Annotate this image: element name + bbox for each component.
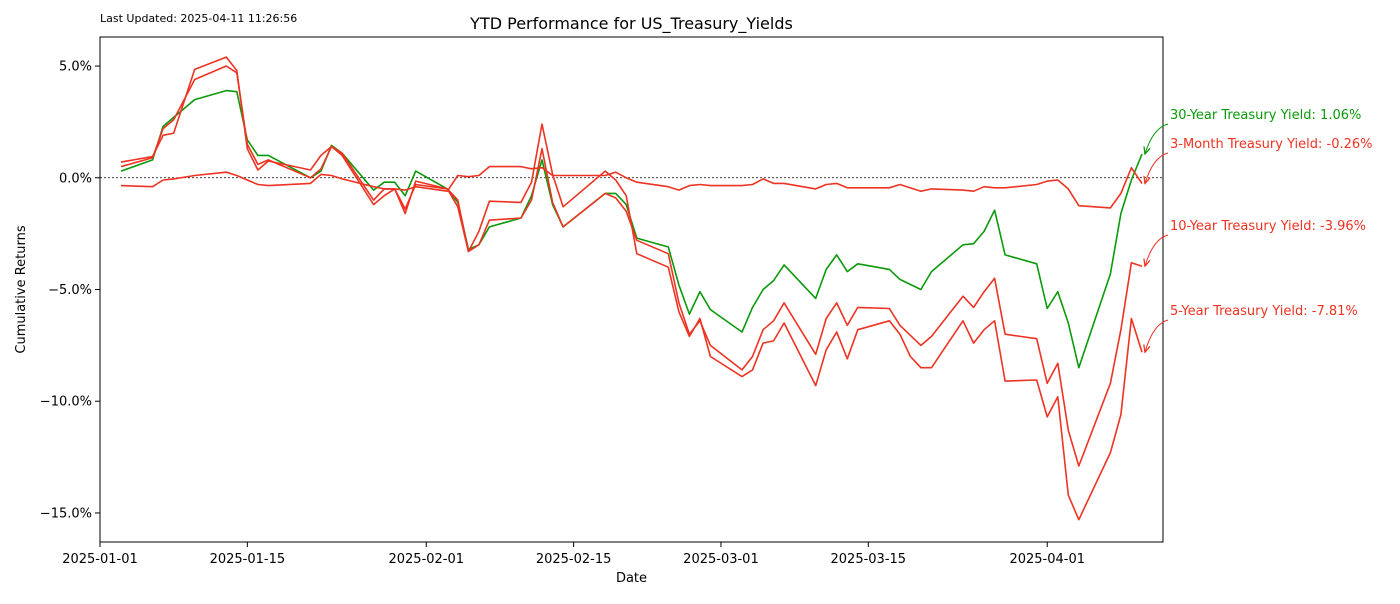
annotation-arrow bbox=[1145, 123, 1169, 154]
y-tick-label: −15.0% bbox=[40, 506, 92, 521]
plot-frame bbox=[99, 36, 1164, 543]
y-tick-label: −5.0% bbox=[48, 283, 92, 298]
annotation-arrow bbox=[1145, 152, 1169, 184]
x-tick-label: 2025-03-01 bbox=[683, 552, 759, 567]
series-line bbox=[120, 65, 1143, 467]
x-tick-label: 2025-02-01 bbox=[388, 552, 464, 567]
last-updated-text: Last Updated: 2025-04-11 11:26:56 bbox=[100, 12, 298, 25]
x-tick-label: 2025-01-15 bbox=[210, 552, 286, 567]
chart-title: YTD Performance for US_Treasury_Yields bbox=[469, 14, 793, 34]
series-line bbox=[120, 165, 1143, 209]
series-line bbox=[120, 89, 1143, 369]
series-lines bbox=[120, 56, 1143, 521]
x-tick-label: 2025-03-15 bbox=[831, 552, 907, 567]
y-axis-label: Cumulative Returns bbox=[14, 225, 29, 353]
y-tick-label: 0.0% bbox=[59, 171, 92, 186]
series-line bbox=[120, 56, 1143, 521]
y-tick-label: 5.0% bbox=[59, 60, 92, 75]
series-end-label: 30-Year Treasury Yield: 1.06% bbox=[1170, 108, 1361, 123]
y-tick-label: −10.0% bbox=[40, 395, 92, 410]
series-end-label: 10-Year Treasury Yield: -3.96% bbox=[1170, 219, 1366, 234]
series-end-label: 5-Year Treasury Yield: -7.81% bbox=[1170, 304, 1358, 319]
series-end-label: 3-Month Treasury Yield: -0.26% bbox=[1170, 137, 1373, 152]
x-axis-label: Date bbox=[616, 571, 647, 586]
annotation-arrow bbox=[1145, 319, 1169, 352]
x-tick-label: 2025-04-01 bbox=[1009, 552, 1085, 567]
x-tick-label: 2025-01-01 bbox=[62, 552, 138, 567]
x-tick-label: 2025-02-15 bbox=[536, 552, 612, 567]
annotation-arrow bbox=[1145, 234, 1169, 266]
